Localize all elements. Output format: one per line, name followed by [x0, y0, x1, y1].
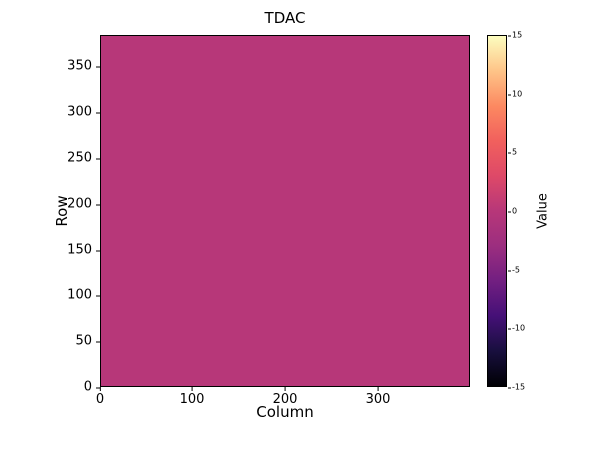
- y-tick-label: 300: [67, 104, 100, 120]
- y-tick-label: 0: [83, 379, 101, 395]
- colorbar-tick-label: -5: [508, 265, 520, 275]
- colorbar: [487, 35, 507, 387]
- y-tick-label: 250: [67, 150, 100, 166]
- x-tick-label: 0: [95, 387, 105, 407]
- colorbar-tick-label: 0: [507, 206, 518, 216]
- chart-title: TDAC: [264, 9, 306, 27]
- colorbar-tick-label: -15: [507, 382, 526, 392]
- colorbar-tick-label: 5: [507, 147, 518, 157]
- y-tick-label: 150: [67, 242, 100, 258]
- y-tick-label: 350: [67, 58, 100, 74]
- colorbar-tick-label: 10: [507, 89, 523, 99]
- colorbar-tick-label: -10: [507, 323, 526, 333]
- x-tick-label: 200: [272, 387, 298, 407]
- y-tick-label: 50: [75, 333, 100, 349]
- colorbar-gradient: [488, 36, 506, 386]
- y-tick-label: 100: [67, 287, 100, 303]
- y-tick-label: 200: [67, 196, 100, 212]
- x-tick-label: 100: [179, 387, 205, 407]
- x-tick-label: 300: [365, 387, 391, 407]
- colorbar-label: Value: [535, 193, 551, 229]
- x-axis-label: Column: [256, 403, 314, 421]
- colorbar-tick-label: 15: [507, 30, 523, 40]
- heatmap-plot: [100, 35, 470, 387]
